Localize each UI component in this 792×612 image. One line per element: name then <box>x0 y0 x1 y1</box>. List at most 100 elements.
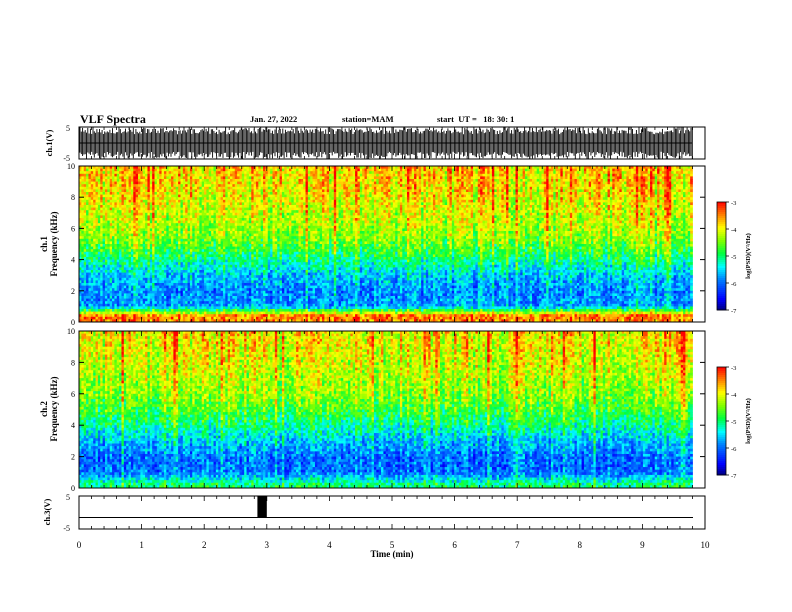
spectrogram-cell <box>560 192 564 195</box>
spectrogram-cell <box>128 210 132 214</box>
spectrogram-cell <box>605 199 608 203</box>
spectrogram-cell <box>513 181 516 185</box>
spectrogram-cell <box>296 197 299 201</box>
spectrogram-cell <box>482 189 486 193</box>
spectrogram-cell <box>163 207 167 211</box>
spectrogram-cell <box>326 192 330 195</box>
spectrogram-cell <box>388 205 391 208</box>
spectrogram-cell <box>199 189 203 193</box>
spectrogram-cell <box>451 197 455 201</box>
spectrogram-cell <box>425 166 429 169</box>
spectrogram-cell <box>222 179 226 182</box>
spectrogram-cell <box>206 176 210 180</box>
spectrogram-cell <box>598 194 601 198</box>
spectrogram-cell <box>605 171 608 175</box>
spectrogram-cell <box>161 202 165 206</box>
spectrogram-cell <box>399 176 403 180</box>
spectrogram-cell <box>555 176 559 180</box>
spectrogram-cell <box>475 199 479 203</box>
spectrogram-cell <box>510 171 514 175</box>
spectrogram-cell <box>600 202 604 206</box>
spectrogram-cell <box>102 171 106 175</box>
spectrogram-cell <box>470 207 474 211</box>
spectrogram-cell <box>661 205 665 208</box>
spectrogram-cell <box>406 205 410 208</box>
spectrogram-cell <box>489 205 493 208</box>
spectrogram-cell <box>638 171 641 175</box>
spectrogram-cell <box>411 181 415 185</box>
spectrogram-cell <box>109 207 113 211</box>
spectrogram-cell <box>376 184 380 188</box>
spectrogram-cell <box>119 210 122 214</box>
spectrogram-cell <box>666 176 670 180</box>
spectrogram-cell <box>211 192 214 195</box>
spectrogram-cell <box>317 205 321 208</box>
spectrogram-cell <box>524 166 528 169</box>
spectrogram-cell <box>303 184 306 188</box>
spectrogram-cell <box>187 179 191 182</box>
spectrogram-cell <box>142 181 146 185</box>
spectrogram-cell <box>369 199 372 203</box>
spectrogram-cell <box>185 166 188 169</box>
spectrogram-cell <box>468 179 472 182</box>
spectrogram-cell <box>548 207 552 211</box>
spectrogram-cell <box>449 194 453 198</box>
spectrogram-cell <box>524 189 528 193</box>
spectrogram-cell <box>484 173 488 177</box>
spectrogram-cell <box>595 176 599 180</box>
spectrogram-cell <box>598 205 601 208</box>
spectrogram-cell <box>225 197 229 201</box>
spectrogram-cell <box>640 194 644 198</box>
spectrogram-cell <box>557 199 561 203</box>
spectrogram-cell <box>218 171 221 175</box>
spectrogram-cell <box>232 173 236 177</box>
spectrogram-cell <box>121 176 125 180</box>
spectrogram-cell <box>638 207 641 211</box>
spectrogram-cell <box>88 197 92 201</box>
spectrogram-cell <box>633 192 637 195</box>
spectrogram-cell <box>432 173 436 177</box>
spectrogram-cell <box>303 176 306 180</box>
spectrogram-cell <box>489 179 493 182</box>
spectrogram-cell <box>562 179 566 182</box>
spectrogram-cell <box>196 205 200 208</box>
spectrogram-cell <box>104 210 108 214</box>
spectrogram-cell <box>187 207 191 211</box>
spectrogram-cell <box>286 184 290 188</box>
spectrogram-cell <box>310 205 313 208</box>
spectrogram-cell <box>397 171 401 175</box>
spectrogram-cell <box>428 173 431 177</box>
spectrogram-cell <box>572 192 575 195</box>
spectrogram-cell <box>640 173 644 177</box>
spectrogram-cell <box>616 179 620 182</box>
spectrogram-cell <box>234 181 238 185</box>
spectrogram-cell <box>470 173 474 177</box>
spectrogram-cell <box>93 171 96 175</box>
spectrogram-cell <box>560 181 564 185</box>
spectrogram-cell <box>567 186 571 190</box>
spectrogram-cell <box>532 168 535 172</box>
spectrogram-cell <box>612 184 616 188</box>
spectrogram-cell <box>355 173 358 177</box>
spectrogram-cell <box>130 184 134 188</box>
spectrogram-cell <box>609 194 613 198</box>
spectrogram-cell <box>364 179 368 182</box>
spectrogram-cell <box>458 173 462 177</box>
spectrogram-cell <box>267 205 271 208</box>
spectrogram-cell <box>182 173 186 177</box>
spectrogram-cell <box>303 189 306 193</box>
spectrogram-cell <box>428 181 431 185</box>
spectrogram-cell <box>102 173 106 177</box>
spectrogram-cell <box>178 171 181 175</box>
spectrogram-cell <box>244 166 247 169</box>
spectrogram-cell <box>378 197 382 201</box>
spectrogram-cell <box>470 166 474 169</box>
spectrogram-cell <box>454 166 457 169</box>
spectrogram-cell <box>95 166 99 169</box>
spectrogram-cell <box>147 173 151 177</box>
spectrogram-cell <box>154 197 158 201</box>
spectrogram-cell <box>428 189 431 193</box>
spectrogram-cell <box>189 181 193 185</box>
spectrogram-cell <box>201 189 205 193</box>
